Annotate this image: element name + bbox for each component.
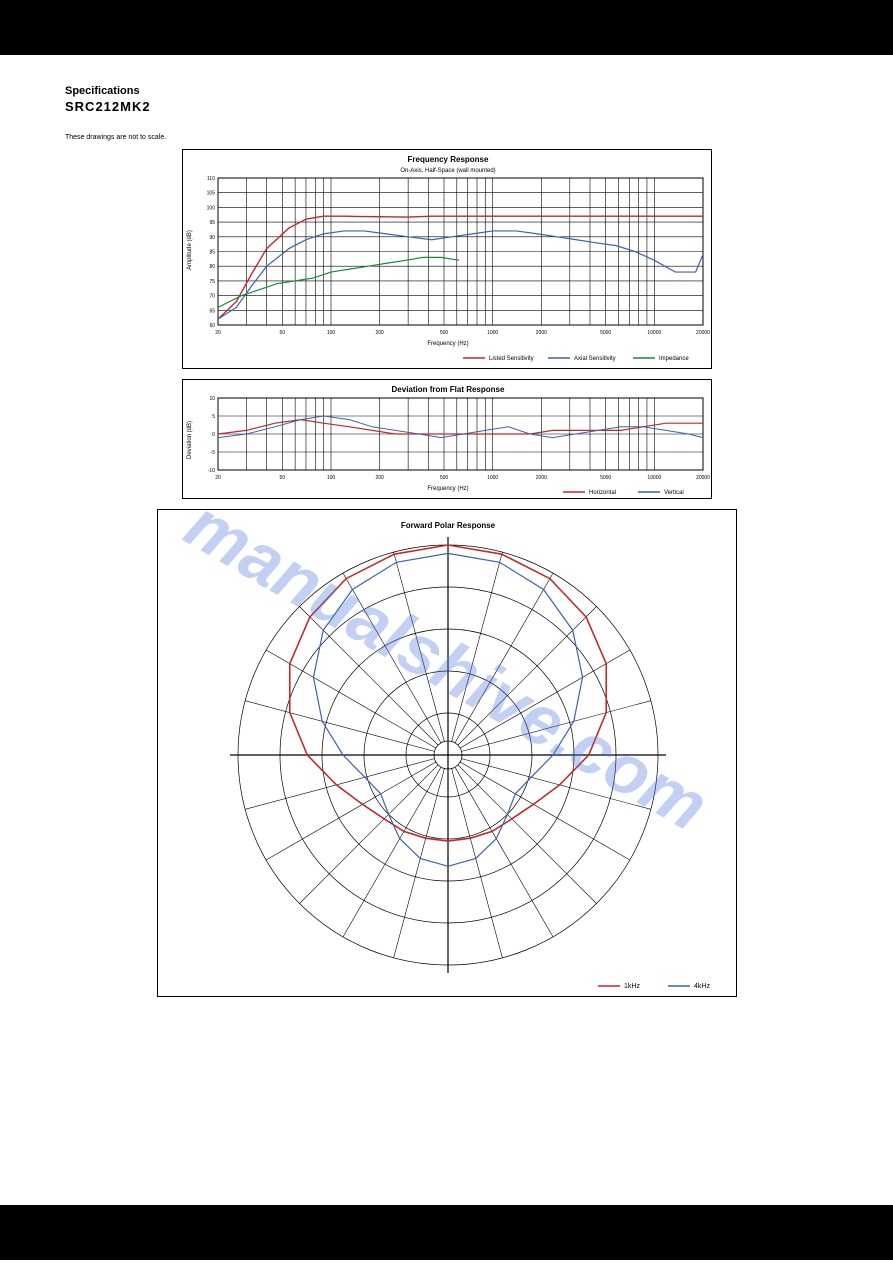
x-axis-label: Frequency (Hz)	[427, 486, 468, 492]
chart-lines	[218, 216, 703, 319]
svg-text:10: 10	[209, 396, 215, 402]
y-axis-label: Deviation (dB)	[187, 421, 193, 459]
svg-text:80: 80	[209, 264, 215, 270]
chart-grid: 20501002005001000200050001000020000-10-5…	[207, 396, 709, 481]
svg-text:Impedance: Impedance	[659, 356, 689, 362]
svg-text:Horizontal: Horizontal	[589, 490, 616, 496]
x-axis-label: Frequency (Hz)	[427, 341, 468, 347]
svg-text:200: 200	[375, 330, 384, 336]
svg-text:500: 500	[439, 475, 448, 481]
svg-text:10000: 10000	[647, 330, 661, 336]
header-block: Specifications SRC212MK2 These drawings …	[65, 85, 828, 141]
polar-legend: 1kHz 4kHz	[598, 983, 710, 990]
y-axis-label: Amplitude (dB)	[187, 230, 193, 270]
svg-text:90: 90	[209, 235, 215, 241]
chart-lines	[218, 416, 703, 438]
spec-code: SRC212MK2	[65, 99, 828, 114]
deviation-chart: Deviation from Flat Response Deviation (…	[182, 379, 712, 499]
bottom-bar	[0, 1205, 893, 1260]
svg-text:50: 50	[279, 475, 285, 481]
svg-text:65: 65	[209, 308, 215, 314]
svg-text:95: 95	[209, 220, 215, 226]
svg-text:75: 75	[209, 279, 215, 285]
svg-text:Listed Sensitivity: Listed Sensitivity	[489, 356, 534, 362]
scale-note: These drawings are not to scale.	[65, 134, 828, 141]
svg-text:-10: -10	[207, 468, 214, 474]
svg-text:20: 20	[215, 330, 221, 336]
svg-text:20000: 20000	[696, 475, 710, 481]
chart-subtitle: On-Axis, Half-Space (wall mounted)	[400, 168, 495, 174]
chart-title: Forward Polar Response	[400, 521, 495, 530]
svg-text:110: 110	[207, 176, 215, 182]
svg-text:100: 100	[206, 205, 215, 211]
svg-text:105: 105	[206, 191, 215, 197]
svg-text:Axial Sensitivity: Axial Sensitivity	[574, 356, 616, 362]
svg-text:500: 500	[439, 330, 448, 336]
svg-text:100: 100	[326, 330, 335, 336]
subtitle: Specifications	[65, 85, 828, 97]
svg-text:60: 60	[209, 323, 215, 329]
svg-text:-5: -5	[210, 450, 215, 456]
svg-text:5000: 5000	[600, 330, 611, 336]
svg-text:50: 50	[279, 330, 285, 336]
svg-text:1kHz: 1kHz	[624, 983, 640, 990]
chart-grid: 20 50 100 200 500 1000 2000 5000 10000 20000 60 65 7…	[206, 176, 710, 336]
svg-text:1000: 1000	[487, 475, 498, 481]
top-bar	[0, 0, 893, 55]
freq-response-svg: Frequency Response On-Axis, Half-Space (…	[183, 150, 713, 370]
chart-legend: Horizontal Vertical	[563, 490, 684, 496]
svg-text:2000: 2000	[535, 330, 546, 336]
svg-text:2000: 2000	[535, 475, 546, 481]
polar-svg: Forward Polar Response 1kHz 4kHz	[158, 510, 738, 998]
svg-text:20000: 20000	[696, 330, 710, 336]
svg-text:5000: 5000	[600, 475, 611, 481]
svg-text:5: 5	[212, 414, 215, 420]
polar-grid	[230, 537, 666, 973]
svg-text:4kHz: 4kHz	[694, 983, 710, 990]
chart-title: Deviation from Flat Response	[391, 385, 504, 394]
svg-text:20: 20	[215, 475, 221, 481]
svg-text:0: 0	[212, 432, 215, 438]
frequency-response-chart: Frequency Response On-Axis, Half-Space (…	[182, 149, 712, 369]
svg-text:10000: 10000	[647, 475, 661, 481]
svg-text:Vertical: Vertical	[664, 490, 684, 496]
svg-text:100: 100	[326, 475, 335, 481]
chart-title: Frequency Response	[407, 155, 488, 164]
chart-legend: Listed Sensitivity Axial Sensitivity Imped…	[463, 356, 689, 362]
svg-text:85: 85	[209, 250, 215, 256]
polar-chart: Forward Polar Response 1kHz 4kHz	[157, 509, 737, 997]
deviation-svg: Deviation from Flat Response Deviation (…	[183, 380, 713, 500]
page-content: manualshive.com Specifications SRC212MK2…	[0, 55, 893, 1205]
svg-text:70: 70	[209, 294, 215, 300]
svg-text:1000: 1000	[487, 330, 498, 336]
svg-text:200: 200	[375, 475, 384, 481]
